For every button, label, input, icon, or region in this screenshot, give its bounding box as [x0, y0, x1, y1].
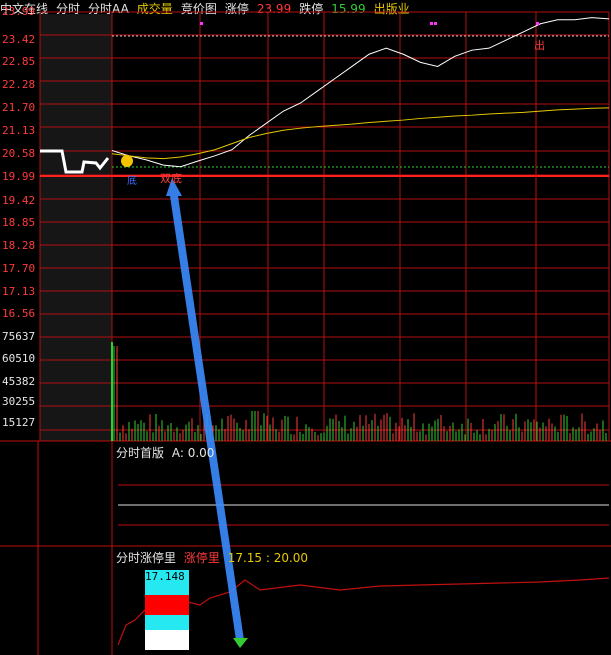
down-triangle-icon: [233, 638, 248, 648]
panel3-header: 分时涨停里 涨停里 17.15 : 20.00: [116, 549, 308, 566]
price-tick: 17.70: [2, 262, 36, 275]
panel3-line: [117, 577, 610, 646]
bottom-marker: 底: [127, 176, 137, 187]
price-tick: 16.56: [2, 307, 36, 320]
smiley-icon: [121, 155, 133, 167]
price-tick: 22.85: [2, 55, 36, 68]
price-tick: 19.99: [2, 170, 36, 183]
legend-value: 17.148: [145, 570, 189, 590]
auction-area: [40, 14, 112, 441]
panel3-title: 分时涨停里: [116, 551, 177, 565]
price-tick: 22.28: [2, 78, 36, 91]
panel2-header: 分时首版 A: 0.00: [116, 444, 214, 461]
toolbar-item-0[interactable]: 中文在线: [0, 2, 49, 16]
annotation-arrow: [166, 178, 244, 640]
panel2-title: 分时首版: [116, 446, 165, 460]
panel3-legend-block: 17.148: [145, 570, 189, 650]
panel3-series-label: 涨停里: [183, 551, 220, 565]
exit-marker: 出: [534, 39, 545, 52]
price-tick: 21.70: [2, 101, 36, 114]
signal-dot: [434, 22, 437, 25]
price-tick: 17.13: [2, 285, 36, 298]
price-tick: 23.99: [2, 5, 36, 18]
series-line-1: [111, 107, 610, 160]
volume-tick: 75637: [2, 330, 36, 343]
panel2-value: A: 0.00: [171, 446, 215, 460]
series-line-0: [111, 17, 610, 168]
price-tick: 23.42: [2, 33, 36, 46]
signal-dot: [536, 22, 539, 25]
signal-dot: [200, 22, 203, 25]
volume-tick: 15127: [2, 416, 36, 429]
signal-dot: [430, 22, 433, 25]
double-bottom-marker: 双底: [160, 172, 182, 185]
volume-tick: 45382: [2, 375, 36, 388]
price-tick: 18.28: [2, 239, 36, 252]
price-tick: 20.58: [2, 147, 36, 160]
price-tick: 18.85: [2, 216, 36, 229]
volume-tick: 30255: [2, 395, 36, 408]
price-tick: 19.42: [2, 194, 36, 207]
price-tick: 21.13: [2, 124, 36, 137]
volume-tick: 60510: [2, 352, 36, 365]
panel3-range: 17.15 : 20.00: [227, 551, 309, 565]
auction-price-line: [40, 149, 110, 174]
